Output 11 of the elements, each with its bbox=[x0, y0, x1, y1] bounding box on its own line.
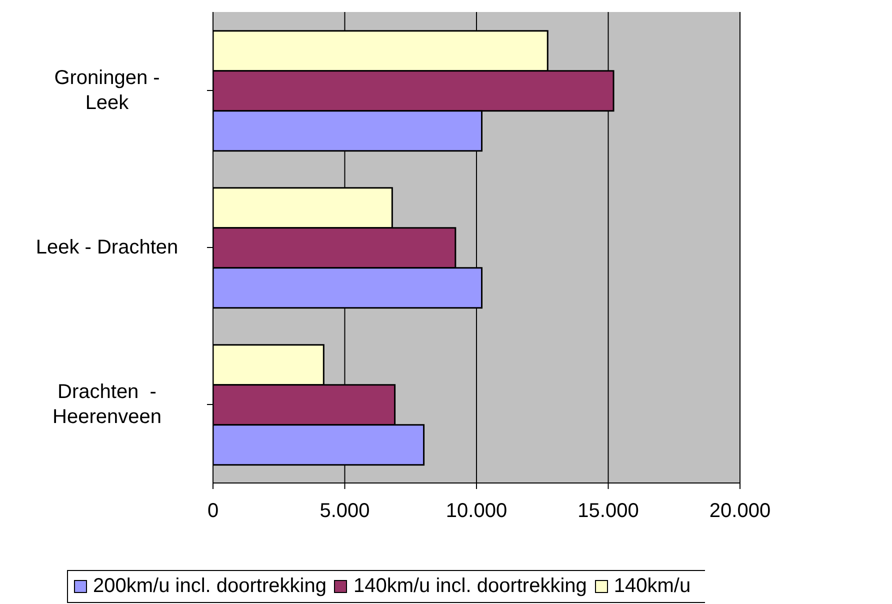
x-tick-label: 20.000 bbox=[709, 500, 771, 522]
legend-label: 200km/u incl. doortrekking bbox=[93, 575, 326, 598]
x-tick-label: 5.000 bbox=[320, 500, 370, 522]
x-tick-label: 0 bbox=[207, 500, 219, 522]
x-tick-label: 10.000 bbox=[446, 500, 508, 522]
legend-label: 140km/u bbox=[614, 575, 691, 598]
y-tick-label: Drachten - Heerenveen bbox=[52, 381, 162, 428]
x-tick-label: 15.000 bbox=[578, 500, 639, 522]
legend-label: 140km/u incl. doortrekking bbox=[353, 575, 587, 598]
y-tick-label: Leek - Drachten bbox=[36, 236, 178, 258]
y-tick-label: Groningen - Leek bbox=[54, 67, 160, 114]
